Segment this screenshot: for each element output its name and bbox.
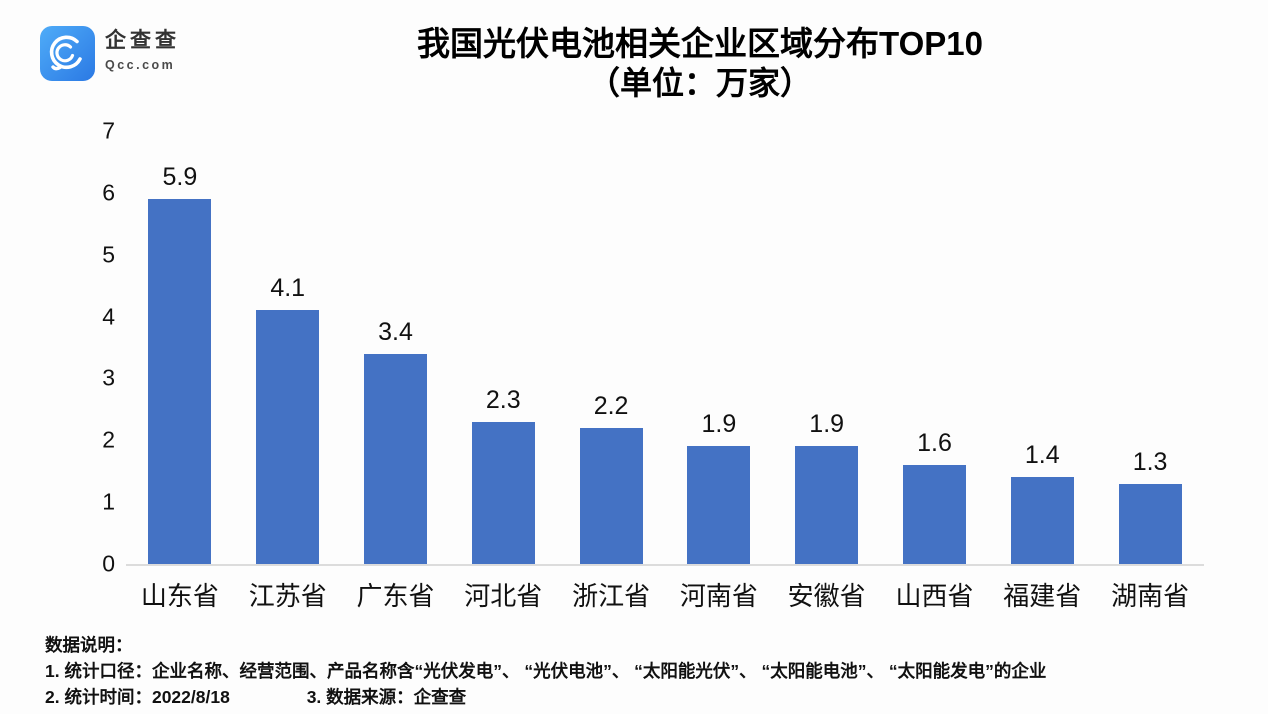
note-data-source: 3. 数据来源：企查查	[306, 687, 467, 707]
bar	[902, 465, 966, 564]
bar-value-label: 1.9	[809, 410, 845, 439]
y-tick-label: 0	[102, 550, 115, 577]
bar-group: 2.2	[557, 131, 665, 564]
y-tick-label: 7	[102, 117, 115, 144]
y-tick-label: 2	[102, 426, 115, 453]
bar-group: 1.4	[988, 131, 1096, 564]
chart-header: 我国光伏电池相关企业区域分布TOP10 （单位：万家）	[140, 24, 1260, 102]
logo-brand-name: 企查查	[105, 29, 180, 52]
x-axis-label: 广东省	[356, 581, 435, 611]
qcc-logo-icon	[40, 26, 95, 81]
bar-value-label: 3.4	[378, 317, 413, 346]
bar-value-label: 1.4	[1024, 441, 1060, 470]
y-axis: 0 1 2 3 4 5 6 7	[55, 119, 115, 575]
bar-group: 3.4	[342, 131, 450, 564]
bar-value-label: 5.9	[162, 163, 198, 192]
bar-value-label: 1.6	[917, 429, 952, 458]
x-axis-label: 山东省	[140, 581, 219, 611]
bar-value-label: 4.1	[270, 274, 306, 303]
qcc-logo: 企查查 Qcc.com	[40, 26, 180, 81]
bar-group: 1.3	[1096, 131, 1204, 564]
logo-text: 企查查 Qcc.com	[105, 26, 180, 72]
chart-subtitle: （单位：万家）	[587, 65, 812, 101]
x-axis-label: 江苏省	[248, 581, 327, 611]
y-tick-label: 4	[102, 303, 115, 330]
bar-group: 1.9	[665, 131, 773, 564]
bar-value-label: 1.3	[1132, 447, 1168, 476]
x-axis-label: 安徽省	[787, 581, 866, 611]
note-line-1: 1. 统计口径：企业名称、经营范围、产品名称含“光伏发电”、 “光伏电池”、 “…	[45, 661, 1047, 681]
y-tick-label: 5	[102, 241, 115, 268]
bar-group: 1.6	[881, 131, 989, 564]
bar-value-label: 1.9	[701, 410, 737, 439]
chart-title: 我国光伏电池相关企业区域分布TOP10	[417, 25, 983, 62]
bar-value-label: 2.3	[485, 385, 521, 414]
x-axis-label: 湖南省	[1111, 581, 1190, 611]
y-tick-label: 3	[102, 364, 115, 391]
plot-area: 5.9 4.1 3.4 2.3 2.2 1.9 1.9 1.6 1.4 1.3	[126, 131, 1204, 566]
bar-group: 5.9	[126, 131, 234, 564]
bar	[1010, 477, 1074, 564]
note-title: 数据说明：	[45, 635, 133, 655]
note-line-2: 2. 统计时间：2022/8/18 3. 数据来源：企查查	[45, 684, 1248, 710]
bar	[256, 310, 320, 564]
logo-domain-name: Qcc.com	[105, 58, 176, 72]
bar	[471, 421, 535, 564]
bar-group: 2.3	[449, 131, 557, 564]
x-axis-label: 福建省	[1003, 581, 1082, 611]
x-axis-label: 河南省	[679, 581, 758, 611]
bar	[148, 199, 212, 564]
bar	[363, 353, 427, 564]
y-tick-label: 6	[102, 179, 115, 206]
bar	[579, 427, 643, 564]
bar	[687, 446, 751, 564]
bar	[795, 446, 859, 564]
bar-group: 4.1	[234, 131, 342, 564]
data-notes: 数据说明： 1. 统计口径：企业名称、经营范围、产品名称含“光伏发电”、 “光伏…	[45, 632, 1248, 710]
x-axis-label: 河北省	[464, 581, 543, 611]
bar-value-label: 2.2	[593, 391, 629, 420]
x-axis-label: 浙江省	[572, 581, 651, 611]
y-tick-label: 1	[102, 488, 115, 515]
note-stat-time: 2. 统计时间：2022/8/18	[45, 687, 230, 707]
x-axis-labels: 山东省 江苏省 广东省 河北省 浙江省 河南省 安徽省 山西省 福建省 湖南省	[126, 576, 1204, 613]
bar	[1118, 483, 1182, 564]
x-axis-label: 山西省	[895, 581, 974, 611]
bar-group: 1.9	[773, 131, 881, 564]
